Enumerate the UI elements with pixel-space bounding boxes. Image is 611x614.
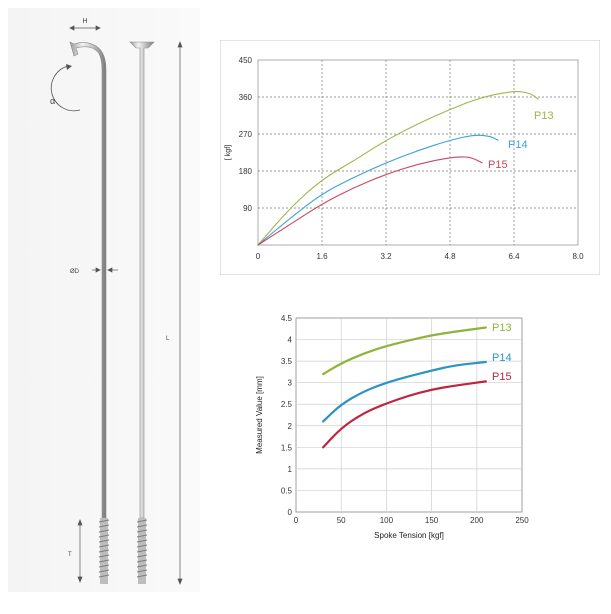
- label-length: L: [166, 336, 170, 342]
- y-tick-label: 180: [239, 167, 253, 176]
- y-tick-label: 4: [288, 336, 293, 345]
- series-line-p13: [257, 91, 539, 246]
- dimension-thread: [77, 519, 83, 583]
- y-tick-label: 3: [288, 379, 293, 388]
- series-line-p15: [257, 156, 483, 246]
- y-axis-label: [ kgf]: [225, 145, 232, 160]
- label-diameter: ØD: [70, 269, 80, 275]
- x-tick-label: 8.0: [572, 252, 584, 261]
- y-tick-label: 0.5: [281, 486, 293, 495]
- dimension-alpha-arc: [50, 65, 81, 112]
- straight-spoke: [129, 41, 155, 584]
- series-label-p13: P13: [492, 322, 512, 334]
- x-tick-label: 50: [337, 516, 346, 525]
- left-thread-lines: [98, 519, 110, 578]
- series-line-p13: [322, 326, 487, 376]
- dimension-length: [177, 41, 183, 585]
- x-tick-label: 3.2: [380, 252, 392, 261]
- y-tick-label: 90: [243, 204, 252, 213]
- series-label-p14: P14: [508, 139, 528, 151]
- label-alpha: α: [50, 96, 55, 106]
- y-tick-label: 2: [288, 422, 293, 431]
- tension-chart-svg: 0 50 100 150 200 250 0 0.5 1 1.5 2 2.5 3 3.5 4 4.5 P13 P1…: [255, 314, 529, 540]
- label-thread: T: [68, 552, 72, 558]
- y-tick-label: 0: [288, 508, 293, 517]
- x-tick-label: 250: [515, 516, 529, 525]
- spoke-drawing-svg: H α ØD L T: [8, 8, 200, 592]
- series-label-p14: P14: [492, 352, 512, 364]
- x-tick-label: 200: [470, 516, 484, 525]
- series-label-p15: P15: [492, 371, 512, 383]
- y-tick-label: 270: [239, 130, 253, 139]
- plot-area: [295, 317, 523, 513]
- x-tick-label: 150: [425, 516, 439, 525]
- spoke-drawing: H α ØD L T: [8, 8, 200, 592]
- y-tick-label: 3.5: [281, 357, 293, 366]
- x-axis-label: Spoke Tension [kgf]: [374, 531, 444, 540]
- x-tick-label: 0: [294, 516, 299, 525]
- bent-spoke: [69, 41, 110, 584]
- label-h: H: [82, 18, 87, 25]
- y-tick-label: 1: [288, 465, 293, 474]
- x-tick-label: 100: [380, 516, 394, 525]
- y-tick-label: 1.5: [281, 443, 293, 452]
- x-tick-label: 1.6: [316, 252, 328, 261]
- plot-area: [257, 59, 579, 246]
- y-tick-label: 450: [239, 56, 253, 65]
- series-line-p14: [257, 134, 499, 246]
- x-tick-label: 4.8: [444, 252, 456, 261]
- series-label-p15: P15: [488, 159, 508, 171]
- series-label-p13: P13: [534, 110, 554, 122]
- right-thread-lines: [136, 519, 148, 578]
- dimension-diameter: [92, 267, 118, 273]
- dimension-h: [69, 25, 101, 31]
- x-tick-label: 6.4: [508, 252, 520, 261]
- tension-chart: 0 50 100 150 200 250 0 0.5 1 1.5 2 2.5 3 3.5 4 4.5 P13 P1…: [250, 308, 540, 540]
- y-axis-label: Measured Value [mm]: [255, 376, 264, 454]
- x-tick-label: 0: [256, 252, 261, 261]
- load-chart: 0 1.6 3.2 4.8 6.4 8.0 90 180 270 360 450 P13 P14 P15 […: [219, 39, 601, 276]
- alpha-arrowhead: [66, 64, 72, 70]
- series-line-p15: [322, 380, 487, 449]
- y-tick-label: 4.5: [281, 314, 293, 323]
- series-line-p14: [322, 360, 487, 423]
- y-tick-label: 360: [239, 93, 253, 102]
- y-tick-label: 2.5: [281, 400, 293, 409]
